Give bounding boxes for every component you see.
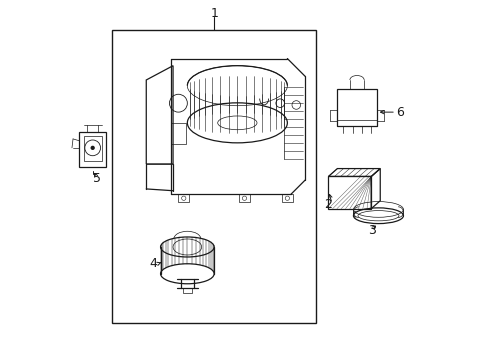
Bar <box>282 194 292 202</box>
Bar <box>239 194 249 202</box>
Bar <box>337 89 376 126</box>
Text: 2: 2 <box>324 198 332 211</box>
Text: 3: 3 <box>367 224 376 237</box>
Circle shape <box>90 146 95 150</box>
Text: 4: 4 <box>149 257 157 270</box>
Text: 1: 1 <box>210 8 218 21</box>
Bar <box>337 120 376 126</box>
Text: 5: 5 <box>92 172 101 185</box>
Bar <box>112 30 315 323</box>
Bar <box>178 194 189 202</box>
Bar <box>79 132 106 167</box>
Bar <box>171 123 185 144</box>
Bar <box>83 136 102 161</box>
Text: 6: 6 <box>395 105 404 119</box>
Bar <box>183 288 191 293</box>
